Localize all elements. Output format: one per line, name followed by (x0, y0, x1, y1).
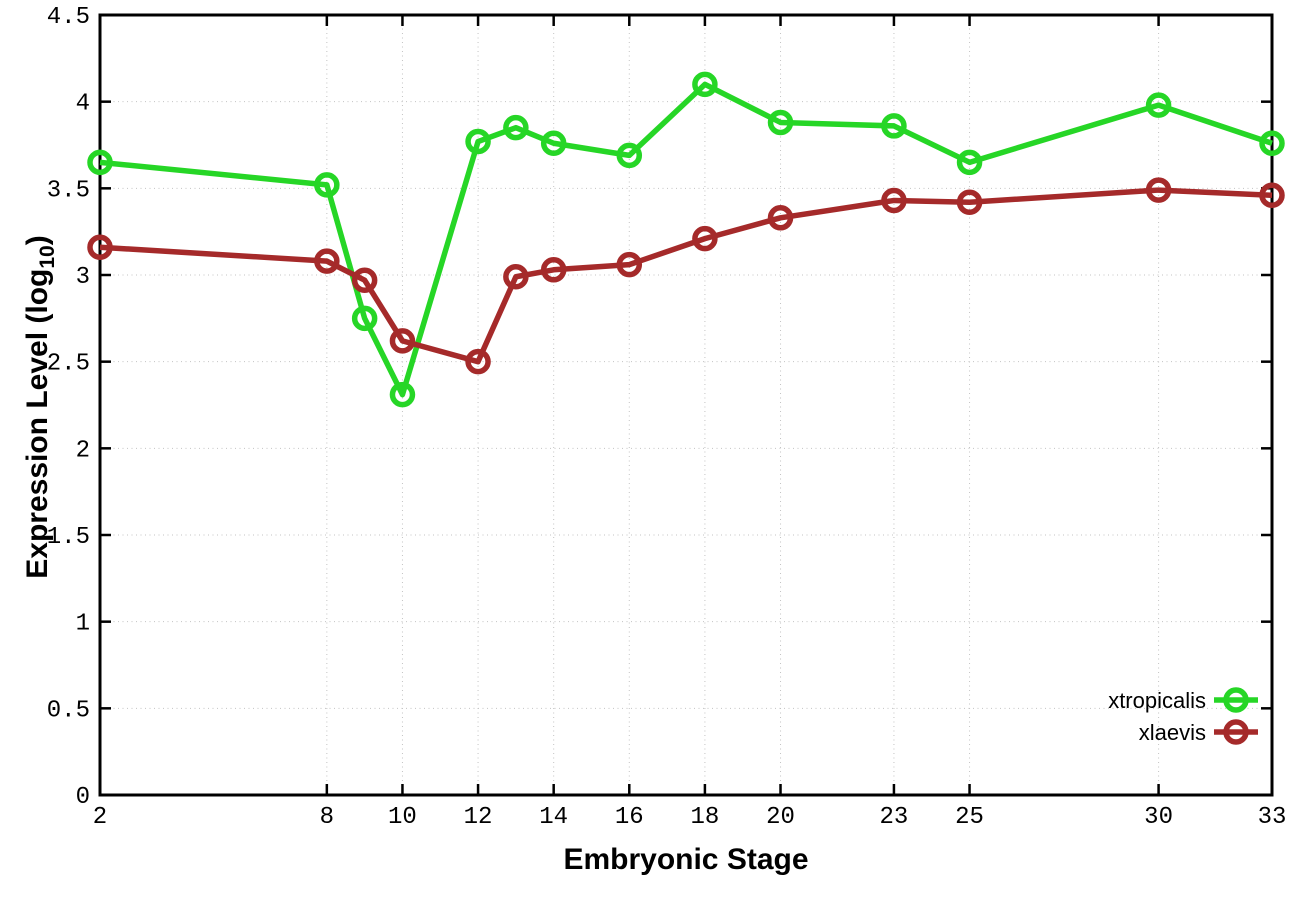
legend-label-xtropicalis: xtropicalis (1108, 688, 1206, 713)
data-point-xlaevis (692, 225, 718, 252)
x-tick-label: 33 (1258, 804, 1287, 831)
data-point-xtropicalis (389, 381, 416, 408)
series-line-xtropicalis (99, 81, 1273, 398)
data-point-xlaevis (314, 248, 340, 274)
data-point-xtropicalis (503, 114, 529, 141)
data-point-xtropicalis (314, 172, 340, 198)
data-point-xlaevis (616, 251, 643, 278)
data-point-xtropicalis (87, 149, 113, 176)
data-point-xlaevis (956, 189, 983, 215)
data-point-xlaevis (503, 263, 529, 290)
data-point-xtropicalis (1259, 130, 1285, 157)
x-tick-label: 20 (766, 804, 795, 831)
x-tick-label: 30 (1144, 804, 1173, 831)
x-tick-label: 16 (615, 804, 644, 831)
y-axis-title-text: Expression Level (log (21, 268, 54, 579)
data-point-xtropicalis (767, 109, 794, 136)
x-tick-label: 10 (388, 804, 417, 831)
data-point-xtropicalis (540, 130, 567, 157)
legend-sample-marker-xtropicalis (1223, 687, 1249, 713)
x-tick-label: 2 (93, 804, 107, 831)
y-tick-label: 2.5 (47, 351, 90, 378)
data-point-xlaevis (881, 187, 907, 214)
data-point-xtropicalis (1145, 92, 1172, 118)
data-point-xtropicalis (351, 305, 378, 332)
plot-border (98, 13, 1274, 797)
data-point-xlaevis (540, 257, 567, 283)
y-tick-label: 0 (76, 784, 90, 811)
x-tick-label: 23 (880, 804, 909, 831)
y-axis-title: Expression Level (log10) (18, 7, 59, 807)
data-point-xlaevis (767, 205, 794, 231)
y-tick-label: 3.5 (47, 177, 90, 204)
y-axis-title-suffix: ) (21, 235, 54, 246)
legend-label-xlaevis: xlaevis (1139, 720, 1206, 745)
y-tick-label: 4 (76, 91, 90, 118)
y-tick-label: 1.5 (47, 524, 90, 551)
x-tick-label: 14 (539, 804, 568, 831)
y-tick-label: 1 (76, 611, 90, 638)
y-tick-label: 3 (76, 264, 90, 291)
data-point-xlaevis (87, 234, 113, 261)
x-tick-label: 12 (464, 804, 493, 831)
y-axis-title-subscript: 10 (36, 245, 59, 269)
x-tick-label: 25 (955, 804, 984, 831)
data-point-xlaevis (1259, 182, 1285, 209)
data-point-xtropicalis (881, 113, 907, 139)
data-point-xlaevis (351, 267, 378, 293)
data-point-xtropicalis (616, 142, 643, 169)
data-point-xlaevis (465, 348, 491, 375)
x-tick-label: 18 (690, 804, 719, 831)
data-point-xtropicalis (956, 149, 983, 176)
data-point-xlaevis (1145, 177, 1172, 203)
y-tick-label: 4.5 (47, 4, 90, 31)
data-point-xtropicalis (465, 128, 491, 155)
x-axis-title: Embryonic Stage (563, 843, 809, 876)
series-line-xlaevis (99, 187, 1273, 365)
y-tick-label: 0.5 (47, 697, 90, 724)
data-point-xtropicalis (692, 71, 718, 98)
data-point-xlaevis (389, 328, 416, 354)
x-tick-label: 8 (320, 804, 334, 831)
y-tick-label: 2 (76, 437, 90, 464)
legend-sample-marker-xlaevis (1223, 719, 1249, 745)
